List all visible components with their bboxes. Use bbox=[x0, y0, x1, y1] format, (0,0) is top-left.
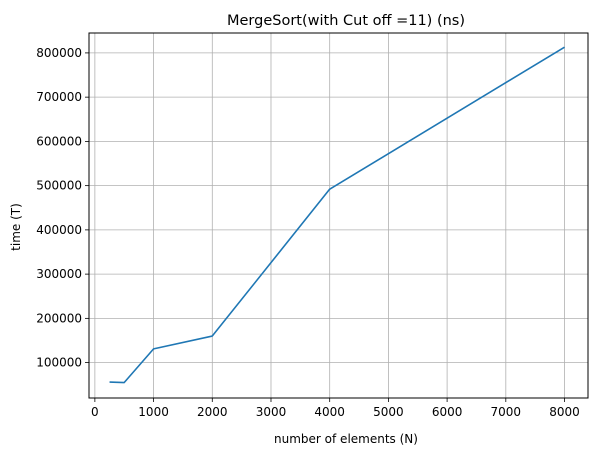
data-point bbox=[109, 381, 111, 383]
y-axis-label: time (T) bbox=[9, 203, 23, 251]
y-tick-label: 600000 bbox=[36, 134, 82, 148]
x-axis-label: number of elements (N) bbox=[274, 432, 418, 446]
x-tick-label: 4000 bbox=[314, 405, 345, 419]
data-point bbox=[153, 348, 155, 350]
y-tick-label: 500000 bbox=[36, 179, 82, 193]
data-point bbox=[329, 188, 331, 190]
tick-layer: 0 1000 2000 3000 4000 5000 6000 7000 8000 100000 2… bbox=[36, 46, 580, 419]
x-tick-label: 7000 bbox=[491, 405, 522, 419]
data-point bbox=[564, 46, 566, 48]
y-tick-label: 700000 bbox=[36, 90, 82, 104]
grid-lines bbox=[89, 33, 588, 398]
x-tick-label: 2000 bbox=[197, 405, 228, 419]
y-tick-label: 200000 bbox=[36, 311, 82, 325]
x-tick-label: 3000 bbox=[256, 405, 287, 419]
y-tick-label: 400000 bbox=[36, 223, 82, 237]
series-layer bbox=[109, 46, 566, 384]
x-tick-label: 1000 bbox=[138, 405, 169, 419]
series-line bbox=[109, 46, 565, 384]
data-point bbox=[123, 382, 125, 384]
y-tick-label: 300000 bbox=[36, 267, 82, 281]
x-tick-label: 8000 bbox=[549, 405, 580, 419]
x-tick-label: 6000 bbox=[432, 405, 463, 419]
y-tick-label: 800000 bbox=[36, 46, 82, 60]
chart-title: MergeSort(with Cut off =11) (ns) bbox=[227, 13, 465, 29]
x-tick-label: 0 bbox=[91, 405, 99, 419]
plot-frame bbox=[88, 32, 589, 399]
x-tick-label: 5000 bbox=[373, 405, 404, 419]
data-point bbox=[211, 335, 213, 337]
y-tick-label: 100000 bbox=[36, 356, 82, 370]
